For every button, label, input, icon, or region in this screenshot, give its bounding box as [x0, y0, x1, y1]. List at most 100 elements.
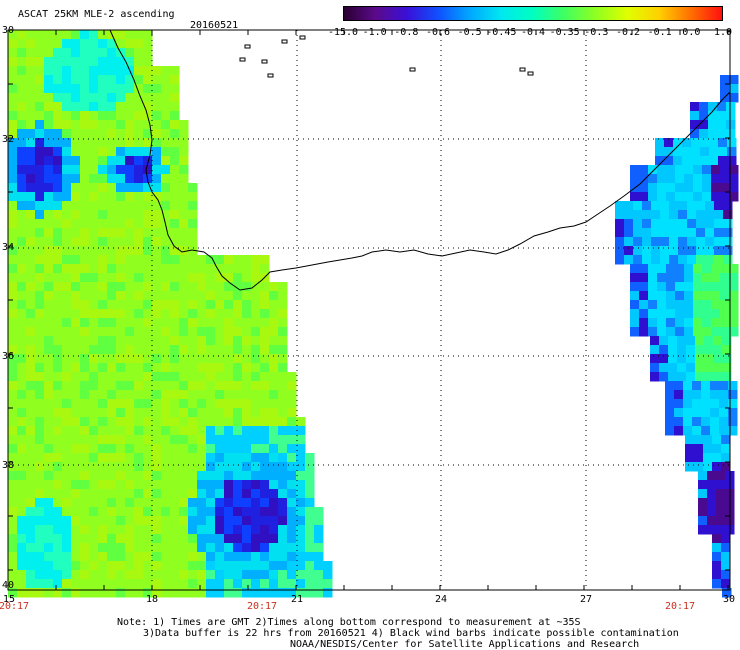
swath-cell — [125, 282, 135, 292]
swath-cell — [224, 534, 234, 544]
swath-cell — [8, 255, 18, 265]
swath-cell — [89, 30, 99, 40]
swath-cell — [269, 408, 279, 418]
swath-cell — [44, 588, 54, 598]
swath-cell — [80, 579, 90, 589]
swath-cell — [251, 273, 261, 283]
swath-cell — [107, 354, 117, 364]
swath-cell — [98, 318, 108, 328]
swath-cell — [655, 138, 665, 148]
swath-cell — [80, 48, 90, 58]
swath-cell — [17, 39, 27, 49]
swath-cell — [287, 543, 297, 553]
swath-cell — [98, 129, 108, 139]
swath-cell — [278, 300, 288, 310]
swath-cell — [188, 426, 198, 436]
swath-cell — [152, 165, 162, 175]
swath-cell — [125, 408, 135, 418]
swath-cell — [80, 525, 90, 535]
swath-cell — [116, 237, 126, 247]
swath-cell — [44, 192, 54, 202]
swath-cell — [143, 408, 153, 418]
swath-cell — [224, 543, 234, 553]
swath-cell — [278, 498, 288, 508]
x-tick-label: 30 — [722, 594, 736, 605]
swath-cell — [8, 543, 18, 553]
swath-cell — [152, 498, 162, 508]
swath-cell — [98, 480, 108, 490]
swath-cell — [62, 345, 72, 355]
swath-cell — [161, 129, 171, 139]
swath-cell — [143, 507, 153, 517]
swath-cell — [17, 30, 27, 40]
swath-cell — [711, 327, 721, 337]
swath-cell — [89, 282, 99, 292]
swath-cell — [98, 588, 108, 598]
swath-cell — [296, 588, 306, 598]
swath-cell — [62, 399, 72, 409]
swath-cell — [17, 48, 27, 58]
swath-cell — [693, 192, 703, 202]
swath-cell — [260, 534, 270, 544]
swath-cell — [269, 579, 279, 589]
swath-cell — [666, 192, 676, 202]
swath-cell — [691, 156, 701, 166]
swath-cell — [89, 534, 99, 544]
swath-cell — [650, 354, 660, 364]
swath-cell — [35, 147, 45, 157]
swath-cell — [53, 246, 63, 256]
swath-cell — [642, 228, 652, 238]
swath-cell — [134, 165, 144, 175]
swath-cell — [615, 237, 625, 247]
swath-cell — [170, 354, 180, 364]
swath-cell — [188, 219, 198, 229]
swath-cell — [35, 30, 45, 40]
swath-cell — [278, 561, 288, 571]
swath-cell — [179, 345, 189, 355]
swath-cell — [107, 561, 117, 571]
swath-cell — [125, 516, 135, 526]
swath-cell — [26, 156, 36, 166]
swath-cell — [639, 282, 649, 292]
swath-cell — [206, 417, 216, 427]
swath-cell — [71, 354, 81, 364]
swath-cell — [152, 84, 162, 94]
swath-cell — [26, 39, 36, 49]
swath-cell — [143, 588, 153, 598]
swath-cell — [703, 435, 713, 445]
swath-cell — [260, 372, 270, 382]
swath-cell — [17, 489, 27, 499]
swath-cell — [35, 174, 45, 184]
swath-cell — [242, 363, 252, 373]
swath-cell — [53, 399, 63, 409]
swath-cell — [134, 318, 144, 328]
swath-cell — [143, 30, 153, 40]
swath-cell — [260, 588, 270, 598]
swath-cell — [251, 435, 261, 445]
swath-cell — [269, 345, 279, 355]
swath-cell — [44, 48, 54, 58]
swath-cell — [134, 273, 144, 283]
swath-cell — [53, 345, 63, 355]
swath-cell — [116, 327, 126, 337]
swath-cell — [116, 210, 126, 220]
swath-cell — [639, 300, 649, 310]
swath-cell — [666, 309, 676, 319]
swath-cell — [98, 111, 108, 121]
swath-cell — [188, 462, 198, 472]
swath-cell — [116, 417, 126, 427]
swath-cell — [26, 507, 36, 517]
swath-cell — [125, 507, 135, 517]
swath-cell — [98, 435, 108, 445]
swath-cell — [242, 399, 252, 409]
swath-cell — [44, 426, 54, 436]
y-tick-label: 40 — [2, 580, 15, 591]
swath-cell — [727, 156, 737, 166]
swath-cell — [720, 309, 730, 319]
swath-cell — [296, 525, 306, 535]
swath-cell — [71, 48, 81, 58]
swath-cell — [233, 354, 243, 364]
swath-cell — [8, 111, 18, 121]
swath-cell — [251, 372, 261, 382]
swath-cell — [17, 435, 27, 445]
